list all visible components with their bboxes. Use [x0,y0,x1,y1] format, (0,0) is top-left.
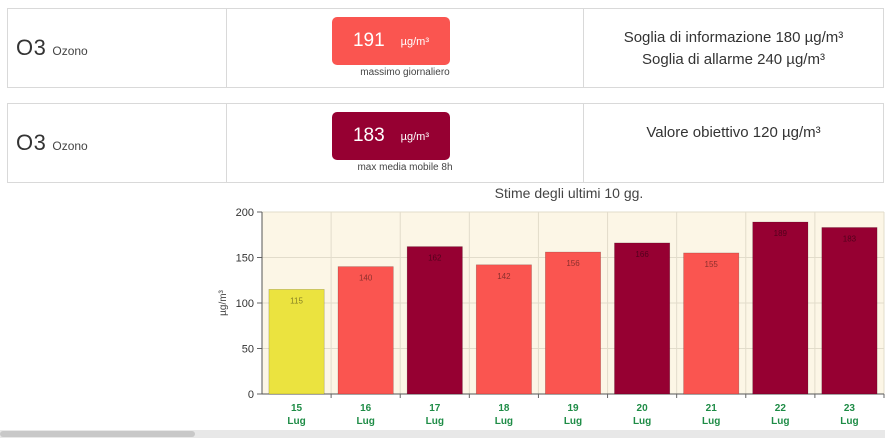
x-tick-label-month: Lug [495,416,513,427]
value-cell: 183 µg/m³ max media mobile 8h [227,104,584,182]
value-caption: max media mobile 8h [357,162,453,173]
value-number: 183 [352,125,385,146]
x-tick-label-month: Lug [633,416,651,427]
x-tick-label-month: Lug [357,416,375,427]
scrollbar-thumb[interactable] [0,431,195,437]
bar [821,227,878,395]
value-unit: µg/m³ [400,36,430,48]
threshold-information: Soglia di informazione 180 µg/m³ [623,29,844,46]
bar-data-label: 166 [635,250,649,259]
threshold-list: Soglia di informazione 180 µg/m³ Soglia … [584,9,883,71]
bar [614,242,671,395]
x-tick-label-month: Lug [426,416,444,427]
y-tick-label: 200 [236,207,254,219]
value-cell: 191 µg/m³ massimo giornaliero [227,9,584,87]
x-tick-label-day: 18 [498,403,510,414]
bar-data-label: 155 [705,260,719,269]
pollutant-row-daily-max: O3 Ozono 191 µg/m³ massimo giornaliero S… [7,8,884,88]
chart-title: Stime degli ultimi 10 gg. [494,185,644,201]
value-badge: 191 µg/m³ [332,17,450,65]
x-tick-label-day: 17 [429,403,441,414]
bar [683,252,740,395]
bar-data-label: 189 [774,229,788,238]
pollutant-symbol: O3 [16,35,47,60]
bar-data-label: 115 [290,296,303,305]
y-tick-label: 0 [248,389,254,401]
value-unit: µg/m³ [400,131,430,143]
threshold-alarm: Soglia di allarme 240 µg/m³ [642,51,825,68]
pollutant-row-8h-mean: O3 Ozono 183 µg/m³ max media mobile 8h V… [7,103,884,183]
value-number: 191 [352,30,385,51]
bar [268,289,325,395]
x-tick-label-day: 15 [291,403,303,414]
value-badge: 183 µg/m³ [332,112,450,160]
estimates-bar-chart: 0 50 100 150 200 µg/m³ 115 15 Lug 140 16 Lug 162 17 Lu… [218,207,885,427]
x-tick-label-month: Lug [564,416,582,427]
bar [752,221,809,395]
x-tick-label-month: Lug [840,416,858,427]
value-caption: massimo giornaliero [360,67,450,78]
pollutant-name: Ozono [52,44,88,58]
horizontal-scrollbar[interactable] [0,430,885,438]
thresholds-cell: Valore obiettivo 120 µg/m³ [584,104,883,182]
pollutant-cell: O3 Ozono [8,9,227,87]
x-tick-label-day: 19 [567,403,579,414]
bar [475,264,532,395]
y-tick-label: 100 [236,298,254,310]
bar-data-label: 162 [428,254,442,263]
bar [406,246,463,395]
thresholds-cell: Soglia di informazione 180 µg/m³ Soglia … [584,9,883,87]
x-tick-label-month: Lug [702,416,720,427]
bar-data-label: 156 [566,259,580,268]
y-tick-label: 50 [242,344,254,356]
bar-data-label: 183 [843,234,857,243]
bar-data-label: 140 [359,274,373,283]
x-tick-label-month: Lug [771,416,789,427]
threshold-list: Valore obiettivo 120 µg/m³ [584,104,883,144]
y-axis-label: µg/m³ [218,289,229,315]
x-tick-label-day: 22 [775,403,787,414]
pollutant-symbol: O3 [16,130,47,155]
x-tick-label-day: 21 [706,403,718,414]
x-tick-label-day: 20 [637,403,649,414]
bar-data-label: 142 [497,272,511,281]
pollutant-cell: O3 Ozono [8,104,227,182]
y-tick-label: 150 [236,253,254,265]
bar [337,266,394,395]
threshold-target: Valore obiettivo 120 µg/m³ [646,124,821,141]
x-tick-label-day: 23 [844,403,856,414]
x-tick-label-day: 16 [360,403,372,414]
bar [545,251,601,395]
pollutant-name: Ozono [52,139,88,153]
x-tick-label-month: Lug [287,416,305,427]
